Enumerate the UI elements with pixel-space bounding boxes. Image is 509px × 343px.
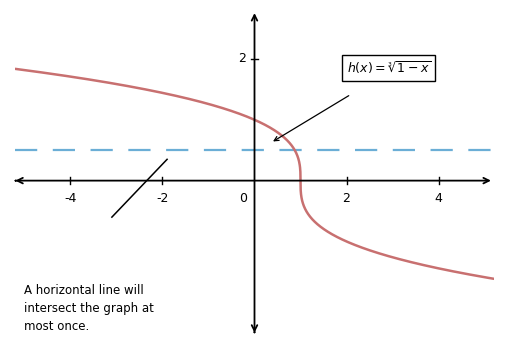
Text: -2: -2: [156, 192, 168, 204]
Text: A horizontal line will
intersect the graph at
most once.: A horizontal line will intersect the gra…: [24, 284, 154, 333]
Text: -4: -4: [64, 192, 77, 204]
Text: $h(x)=\sqrt[3]{1-x}$: $h(x)=\sqrt[3]{1-x}$: [347, 60, 431, 76]
Text: 4: 4: [435, 192, 442, 204]
Text: 0: 0: [240, 192, 247, 204]
Text: 2: 2: [238, 52, 246, 66]
Text: 2: 2: [343, 192, 351, 204]
